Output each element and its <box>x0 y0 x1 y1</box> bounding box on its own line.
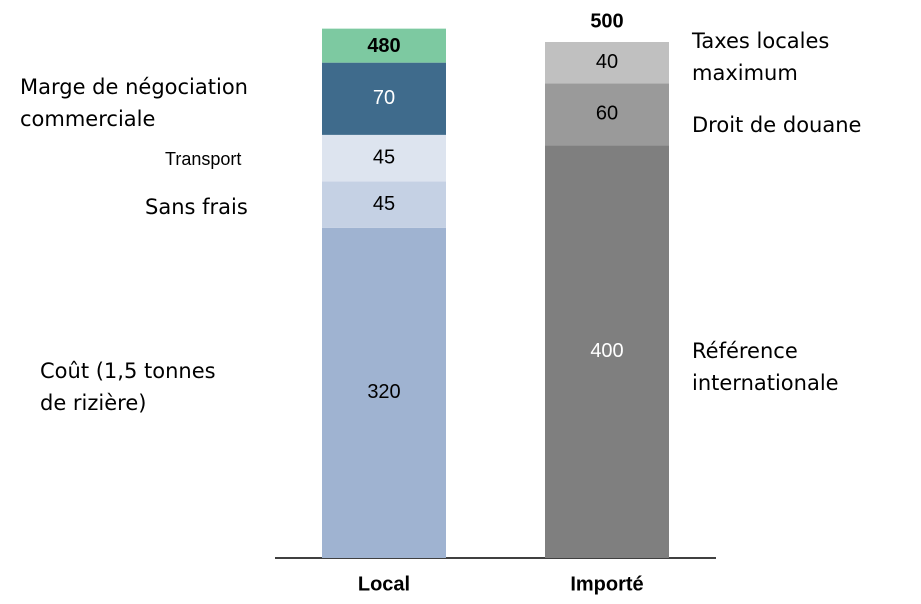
segment-label: 400 <box>590 340 623 362</box>
series-label: Taxes locales maximum <box>691 29 829 85</box>
series-label: Référence internationale <box>692 339 839 395</box>
total-box <box>322 28 446 63</box>
segment-label: 40 <box>596 51 618 73</box>
series-label: Droit de douane <box>692 113 861 137</box>
bar-segment <box>545 145 669 558</box>
series-label: Coût (1,5 tonnes de rizière) <box>40 359 216 415</box>
bar-segment <box>322 62 446 135</box>
segment-label: 320 <box>367 381 400 403</box>
total-label: 500 <box>590 10 623 32</box>
segment-label: 70 <box>373 87 395 109</box>
segment-label: 45 <box>373 146 395 168</box>
x-tick-label: Local <box>358 573 410 595</box>
bar-segment <box>322 227 446 558</box>
bar-segment <box>545 83 669 146</box>
total-label: 480 <box>367 35 400 57</box>
x-tick-label: Importé <box>570 573 643 595</box>
bar-segment <box>322 134 446 182</box>
bar-segment <box>322 181 446 228</box>
segment-label: 45 <box>373 193 395 215</box>
bar-segment <box>545 42 669 84</box>
series-label: Sans frais <box>145 195 248 219</box>
series-label: Marge de négociation commerciale <box>20 75 248 131</box>
series-label: Transport <box>165 149 241 169</box>
segment-label: 60 <box>596 103 618 125</box>
